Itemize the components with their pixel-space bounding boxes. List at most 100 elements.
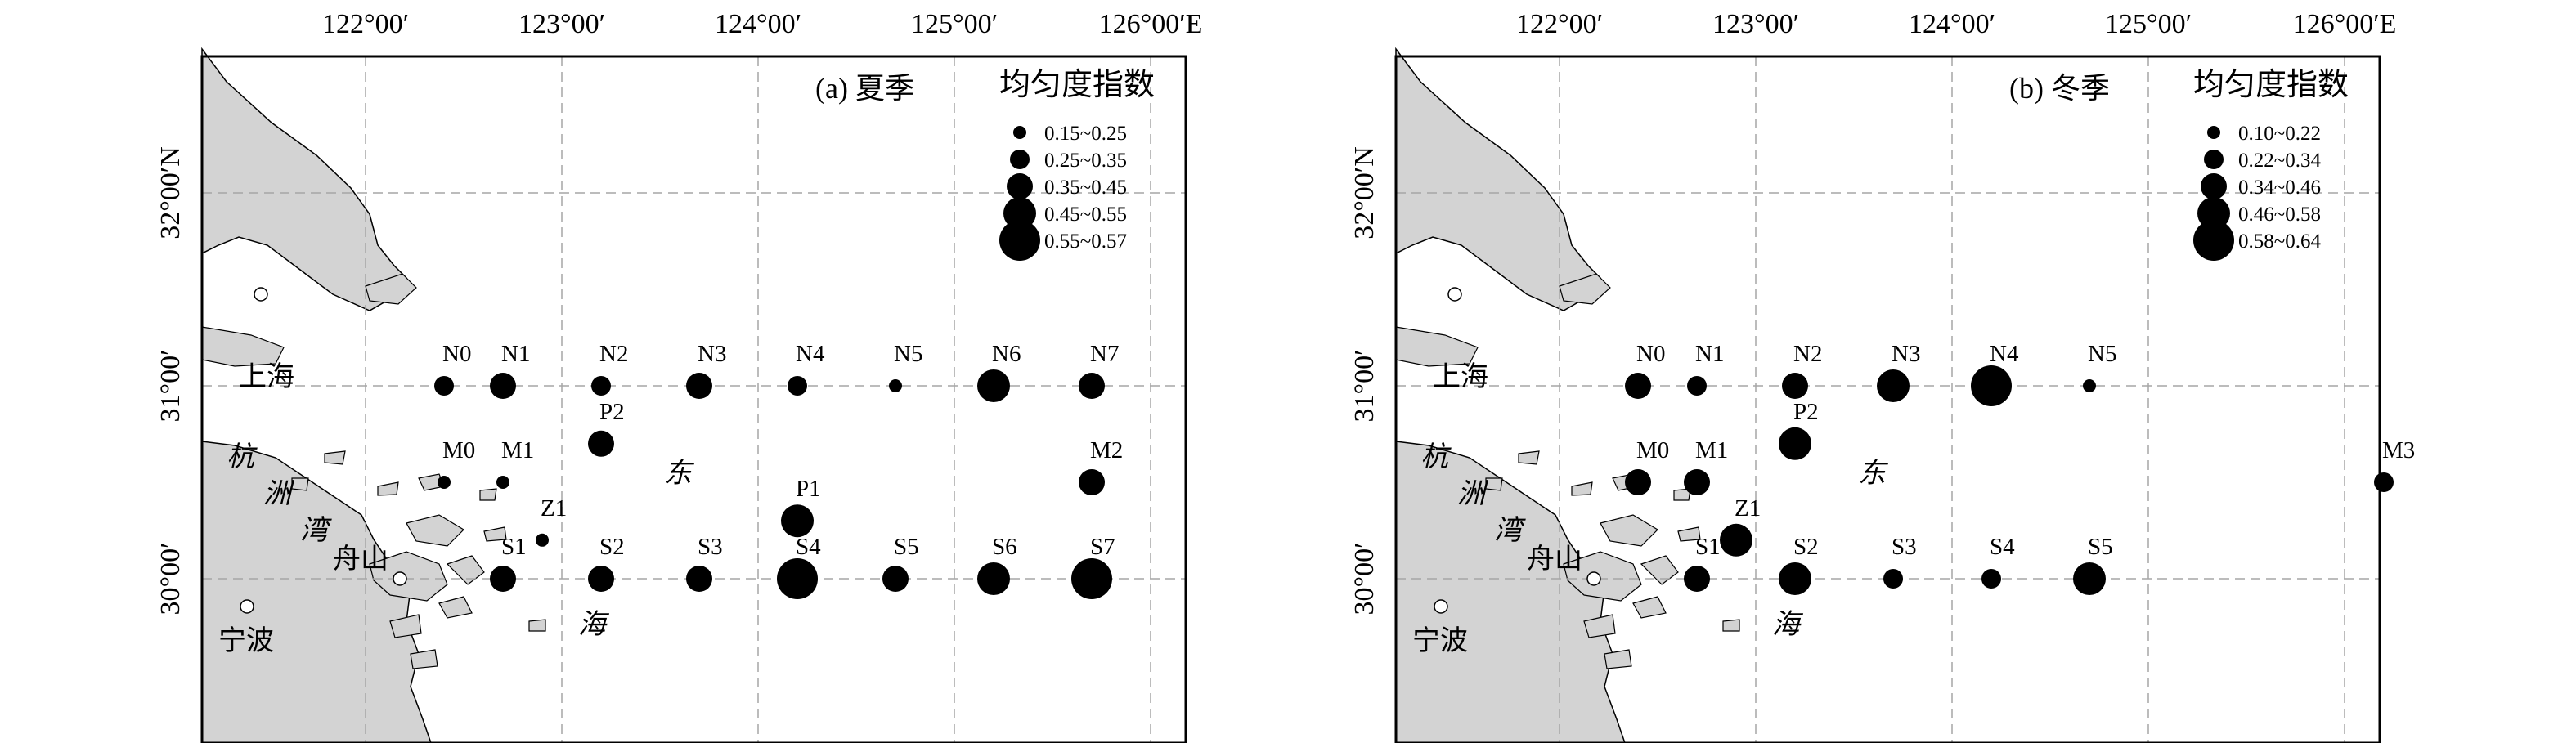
island-12 [1604,649,1632,669]
island-13 [483,526,507,542]
bay-label-char: 洲 [1457,479,1489,509]
station-label-M0: M0 [1636,437,1669,463]
station-label-N1: N1 [501,341,530,367]
legend-marker-4 [1003,197,1036,230]
legend-label: 0.15~0.25 [1044,123,1127,145]
station-label-P1: P1 [796,476,821,502]
island-3 [1563,551,1642,602]
station-label-M0: M0 [442,437,475,463]
sea-label-char: 东 [664,459,695,489]
island-2 [406,514,464,547]
island-12 [410,649,438,669]
station-marker-S3 [1883,569,1903,589]
station-marker-N4 [1971,365,2012,406]
station-marker-S4 [777,558,818,599]
island-4 [446,555,485,585]
station-marker-N2 [591,376,611,396]
legend-marker-1 [2207,126,2220,139]
panel-title: (a) 夏季 [815,72,914,105]
lon-tick-label: 123°00′ [1712,9,1799,39]
lon-tick-label: 124°00′ [715,9,801,39]
station-marker-S5 [882,566,909,592]
station-label-N3: N3 [698,341,726,367]
legend-label: 0.46~0.58 [2238,204,2321,226]
legend-title: 均匀度指数 [2193,68,2349,102]
legend-label: 0.22~0.34 [2238,150,2322,172]
station-marker-S6 [977,562,1010,595]
station-label-N0: N0 [1636,341,1665,367]
legend-label: 0.10~0.22 [2238,123,2321,145]
sea-label-char: 东 [1858,459,1889,489]
legend-title: 均匀度指数 [999,68,1155,102]
station-marker-Z1 [536,533,549,547]
station-marker-S2 [1779,562,1811,595]
station-label-S5: S5 [2088,534,2113,560]
city-marker-ningbo [1434,599,1448,614]
island-4 [1640,555,1679,585]
station-marker-M0 [438,476,451,489]
station-marker-P2 [1779,427,1811,460]
station-label-N0: N0 [442,341,471,367]
station-marker-M2 [1079,469,1105,495]
station-marker-N0 [1625,373,1651,399]
place-label-zhoushan: 舟山 [1527,544,1582,575]
station-marker-N6 [977,369,1010,402]
legend-label: 0.25~0.35 [1044,150,1127,172]
station-label-Z1: Z1 [1735,495,1761,521]
legend-marker-1 [1013,126,1026,139]
station-marker-M0 [1625,469,1651,495]
bay-label-char: 洲 [263,479,295,509]
island-9 [479,488,497,501]
station-marker-N5 [2083,379,2096,392]
island-7 [377,481,399,496]
lon-tick-label: 122°00′ [1516,9,1603,39]
station-marker-N7 [1079,373,1105,399]
station-label-P2: P2 [1793,399,1819,425]
station-label-M3: M3 [2382,437,2415,463]
station-label-S3: S3 [698,534,723,560]
lon-tick-label: 124°00′ [1909,9,1995,39]
legend-marker-3 [2201,173,2227,199]
island-9 [1673,488,1691,501]
island-10 [438,596,473,619]
station-marker-N0 [434,376,454,396]
place-label-shanghai: 上海 [239,361,294,392]
station-marker-S3 [686,566,712,592]
station-label-S4: S4 [1990,534,2015,560]
island-14 [1722,619,1740,632]
legend-label: 0.45~0.55 [1044,204,1127,226]
station-label-S1: S1 [501,534,527,560]
island-10 [1632,596,1667,619]
legend-label: 0.55~0.57 [1044,231,1127,253]
legend-marker-2 [2204,150,2224,169]
station-marker-N1 [490,373,516,399]
lat-tick-label: 32°00′N [1349,146,1380,239]
station-marker-S4 [1981,569,2001,589]
lon-tick-label: 122°00′ [322,9,409,39]
legend-marker-3 [1007,173,1033,199]
lon-tick-label: 123°00′ [518,9,605,39]
legend-label: 0.58~0.64 [2238,231,2322,253]
island-0 [365,273,417,305]
station-label-S6: S6 [992,534,1017,560]
legend-marker-5 [2193,220,2234,261]
place-label-zhoushan: 舟山 [333,544,388,575]
station-marker-N2 [1782,373,1808,399]
island-7 [1571,481,1593,496]
station-marker-S2 [588,566,614,592]
station-label-N4: N4 [1990,341,2019,367]
city-marker-zhoushan [393,571,407,586]
station-label-S7: S7 [1090,534,1115,560]
island-11 [1583,614,1616,638]
station-marker-M3 [2374,472,2394,492]
lon-tick-label: 126°00′E [2293,9,2397,39]
city-marker-ningbo [240,599,254,614]
bay-label-char: 杭 [1420,442,1452,472]
lon-tick-label: 125°00′ [2105,9,2192,39]
station-label-S2: S2 [1793,534,1819,560]
bay-label-char: 湾 [300,516,332,546]
station-marker-N3 [686,373,712,399]
station-label-S3: S3 [1892,534,1917,560]
station-label-M1: M1 [1695,437,1728,463]
